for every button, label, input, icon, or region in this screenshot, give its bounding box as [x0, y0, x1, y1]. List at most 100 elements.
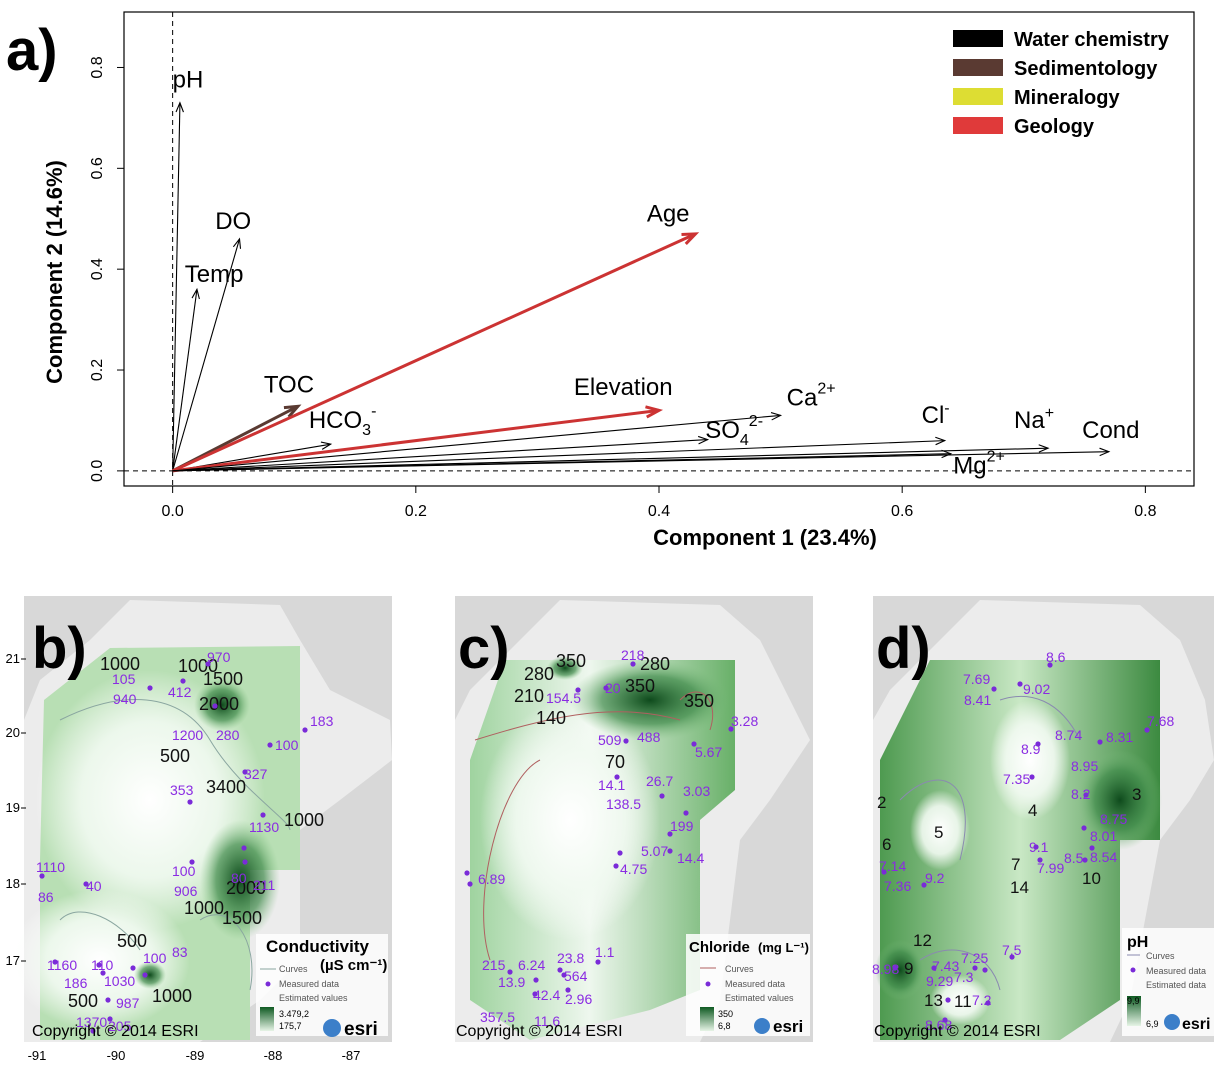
- measured-point: [187, 799, 193, 805]
- contour-label: 140: [536, 708, 566, 728]
- measured-point: [302, 727, 308, 733]
- measured-value: 9.2: [925, 870, 945, 886]
- legend-label: Mineralogy: [1014, 87, 1120, 109]
- measured-value: 5.07: [641, 843, 668, 859]
- legend-point-swatch: [705, 981, 711, 987]
- measured-point: [565, 987, 571, 993]
- vector-ca2: [172, 412, 783, 472]
- legend: Conductivity(µS cm⁻¹) Curves Measured data…: [32, 934, 388, 1040]
- contour-label: 9: [904, 959, 913, 978]
- legend-item: Curves: [1146, 951, 1175, 961]
- contour-label: 350: [625, 676, 655, 696]
- measured-point: [242, 859, 248, 865]
- panel-b-map: b) 1000150010002000500340010002000100015…: [6, 596, 392, 1063]
- measured-value: 987: [116, 995, 140, 1011]
- measured-value: 6.89: [478, 871, 505, 887]
- low-value-area: [990, 700, 1070, 820]
- contour-label: 12: [913, 931, 932, 950]
- measured-point: [623, 738, 629, 744]
- measured-point: [1144, 727, 1150, 733]
- measured-value: 327: [244, 766, 268, 782]
- contour-label: 1500: [222, 908, 262, 928]
- legend-title: pH: [1127, 934, 1148, 951]
- vector-label: Elevation: [574, 374, 673, 401]
- y-tick-label: 0.4: [89, 258, 106, 280]
- measured-value: 205: [108, 1018, 132, 1034]
- legend-label: Geology: [1014, 116, 1095, 138]
- legend-unit: (µS cm⁻¹): [320, 957, 387, 974]
- legend-range-min: 6,9: [1146, 1019, 1159, 1029]
- measured-value: 7.35: [1003, 771, 1030, 787]
- measured-value: 14.4: [677, 850, 704, 866]
- measured-point: [147, 685, 153, 691]
- high-value-area: [570, 660, 730, 740]
- measured-value: 9.1: [1029, 839, 1049, 855]
- measured-value: 215: [482, 957, 506, 973]
- contour-label: 1000: [100, 654, 140, 674]
- measured-value: 8.01: [1090, 828, 1117, 844]
- latitude-tick: 19: [6, 800, 20, 815]
- vector-age: [172, 232, 700, 473]
- measured-value: 11.6: [534, 1013, 560, 1029]
- measured-value: 5.67: [695, 744, 722, 760]
- legend-color-ramp: [1127, 996, 1141, 1026]
- measured-value: 83: [172, 944, 188, 960]
- vector-label: TOC: [264, 372, 314, 399]
- vector-label: HCO3-: [309, 403, 377, 439]
- contour-label: 3: [1132, 785, 1141, 804]
- contour-label: 1500: [203, 669, 243, 689]
- measured-point: [1037, 857, 1043, 863]
- legend-label: Water chemistry: [1014, 29, 1170, 51]
- legend-swatch: [953, 30, 1003, 47]
- measured-point: [83, 881, 89, 887]
- copyright-text: Copyright © 2014 ESRI: [32, 1023, 199, 1040]
- measured-point: [1083, 792, 1089, 798]
- legend-item: Measured data: [725, 979, 785, 989]
- coordinate-ticks: -91 -90 -89 -88 -87 21 20 19 18 17: [6, 651, 361, 1063]
- measured-point: [595, 959, 601, 965]
- vector-mg2: [172, 449, 953, 472]
- measured-value: 110: [91, 957, 114, 973]
- measured-value: 488: [637, 729, 661, 745]
- contour-label: 500: [160, 746, 190, 766]
- measured-value: 105: [112, 671, 136, 687]
- measured-value: 1200: [172, 727, 203, 743]
- measured-point: [1089, 845, 1095, 851]
- measured-point: [659, 793, 665, 799]
- measured-point: [467, 881, 473, 887]
- measured-value: 6.24: [518, 957, 545, 973]
- x-axis-ticks: 0.0 0.2 0.4 0.6 0.8: [162, 486, 1157, 520]
- measured-point: [691, 741, 697, 747]
- measured-point: [90, 1028, 96, 1034]
- measured-value: 8.2: [1071, 786, 1091, 802]
- contour-label: 3400: [206, 777, 246, 797]
- copyright-text: Copyright © 2014 ESRI: [874, 1023, 1041, 1040]
- vector-labels: pH DO Temp TOC Age Elevation Cl- Na+ Cond HCO3- Ca…: [173, 67, 1140, 480]
- x-tick-label: 0.0: [162, 503, 184, 520]
- measured-point: [1082, 857, 1088, 863]
- panel-d-label: d): [876, 616, 931, 681]
- measured-value: 86: [38, 889, 54, 905]
- contour-label: 2000: [226, 878, 266, 898]
- legend-item: Estimated values: [725, 993, 794, 1003]
- measured-point: [1017, 681, 1023, 687]
- measured-point: [532, 991, 538, 997]
- legend-point-swatch: [1130, 967, 1136, 973]
- panel-a-biplot: a) 0.0 0.2 0.4 0.6 0.8 0.0 0.2 0.4 0.6 0.8 Compo…: [6, 11, 1195, 550]
- measured-point: [1033, 844, 1039, 850]
- reference-lines: [124, 12, 1194, 486]
- y-tick-label: 0.6: [89, 157, 106, 179]
- contour-label: 11: [954, 992, 972, 1011]
- panel-c-label: c): [458, 616, 510, 681]
- measured-point: [945, 997, 951, 1003]
- legend-range-max: 3.479,2: [279, 1009, 309, 1019]
- measured-point: [617, 850, 623, 856]
- contour-label: 1000: [184, 898, 224, 918]
- panel-b-label: b): [32, 616, 87, 681]
- legend-range-max: 350: [718, 1009, 733, 1019]
- measured-point: [1029, 774, 1035, 780]
- legend-unit: (mg L⁻¹): [758, 940, 809, 955]
- vector-label: Na+: [1014, 405, 1054, 434]
- measured-value: 100: [172, 863, 196, 879]
